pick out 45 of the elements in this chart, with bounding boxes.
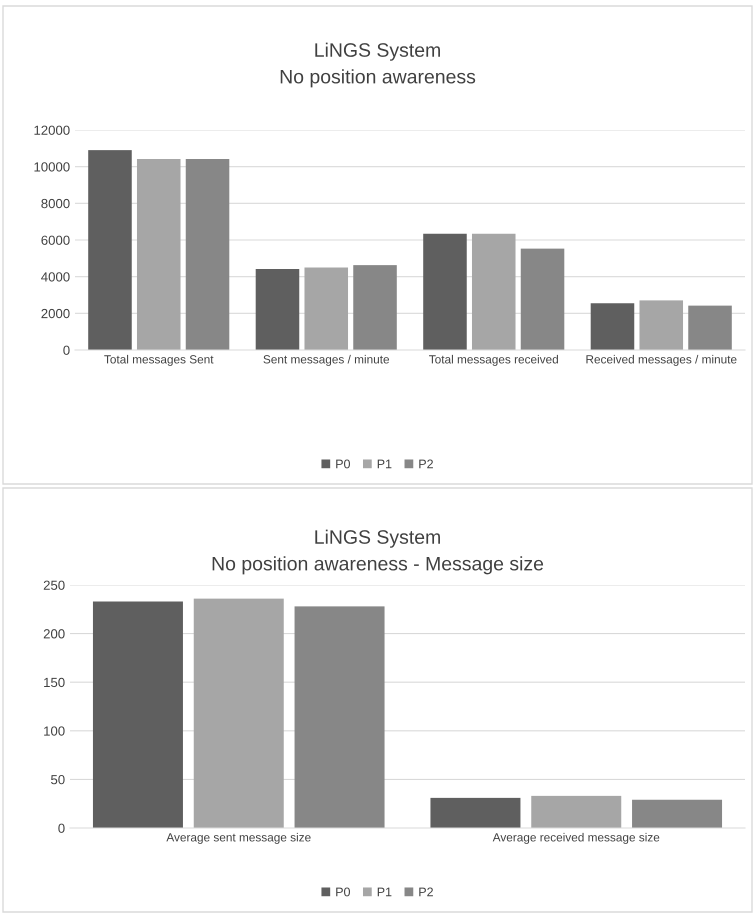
bar bbox=[520, 248, 564, 350]
bar bbox=[304, 268, 348, 350]
bar bbox=[688, 306, 732, 350]
x-tick-label: Received messages / minute bbox=[586, 354, 737, 366]
x-tick-label: Total messages received bbox=[429, 354, 558, 366]
bar bbox=[531, 796, 622, 828]
chart-title: LiNGS System No position awareness bbox=[280, 42, 476, 88]
y-tick-label: 200 bbox=[44, 629, 65, 639]
y-tick-label: 150 bbox=[44, 678, 65, 688]
legend-label: P2 bbox=[419, 460, 433, 468]
x-tick-label: Total messages Sent bbox=[104, 354, 214, 366]
y-tick-label: 50 bbox=[50, 774, 65, 784]
legend-label: P1 bbox=[378, 460, 392, 468]
y-tick-label: 10000 bbox=[34, 162, 70, 172]
bar bbox=[186, 158, 230, 350]
bar bbox=[194, 598, 284, 828]
bar bbox=[92, 602, 183, 828]
y-tick-label: 2000 bbox=[41, 308, 70, 318]
y-tick-label: 6000 bbox=[41, 236, 70, 245]
bar bbox=[294, 606, 385, 828]
legend-label: P2 bbox=[419, 888, 433, 896]
y-tick-label: 100 bbox=[44, 726, 65, 736]
x-tick-label: Average sent message size bbox=[166, 832, 311, 844]
y-tick-label: 12000 bbox=[34, 126, 70, 135]
legend-label: P0 bbox=[336, 460, 350, 468]
bar bbox=[632, 800, 722, 828]
bar bbox=[423, 234, 467, 350]
legend-label: P0 bbox=[336, 888, 350, 896]
x-tick-label: Sent messages / minute bbox=[263, 354, 390, 366]
y-tick-label: 4000 bbox=[41, 272, 70, 282]
y-tick-label: 0 bbox=[58, 824, 65, 833]
bar bbox=[590, 303, 634, 350]
bar bbox=[88, 150, 132, 350]
y-tick-label: 8000 bbox=[41, 198, 70, 208]
bar bbox=[639, 300, 684, 350]
bar bbox=[256, 268, 300, 350]
x-tick-label: Average received message size bbox=[492, 832, 660, 844]
chart-title: LiNGS System No position awareness - Message size bbox=[212, 530, 544, 574]
y-tick-label: 0 bbox=[63, 346, 70, 355]
bar bbox=[472, 234, 516, 350]
legend-label: P1 bbox=[378, 888, 392, 896]
y-tick-label: 250 bbox=[44, 580, 65, 590]
bar bbox=[353, 265, 397, 350]
bar bbox=[136, 158, 181, 350]
bar bbox=[430, 798, 520, 828]
